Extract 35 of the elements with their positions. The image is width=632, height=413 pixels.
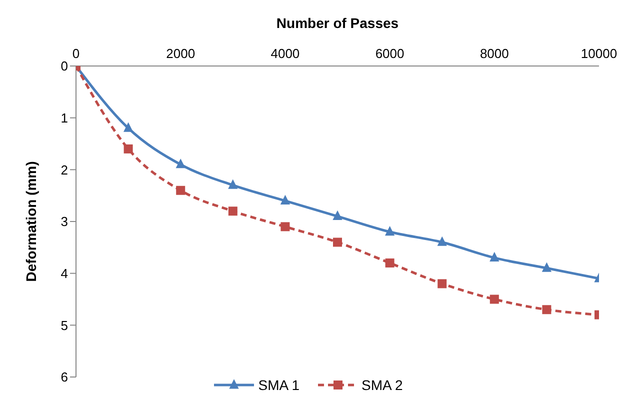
x-tick-label: 6000	[375, 46, 404, 61]
x-tick-label: 10000	[580, 46, 618, 61]
point	[438, 279, 447, 288]
point	[280, 222, 290, 232]
y-tick-label: 0	[60, 58, 68, 74]
point	[385, 258, 394, 268]
y-axis-title: Deformation (mm)	[22, 161, 39, 282]
x-tick-label: 0	[72, 46, 80, 61]
point	[176, 186, 186, 195]
point	[438, 236, 447, 246]
y-tick-label: 3	[60, 214, 68, 230]
point	[490, 294, 499, 304]
point	[280, 195, 290, 204]
y-tick-label: 4	[60, 266, 68, 281]
y-tick-label: 1	[60, 110, 68, 126]
y-tick-label: 6	[60, 370, 68, 385]
point	[542, 262, 552, 272]
point	[385, 226, 394, 236]
point	[333, 238, 342, 247]
point	[542, 305, 552, 314]
legend-label: SMA 1	[257, 377, 300, 393]
x-tick-label: 2000	[166, 46, 196, 61]
point	[333, 211, 342, 220]
point	[176, 159, 186, 168]
y-tick-label: 5	[60, 318, 68, 333]
point	[228, 206, 238, 216]
x-tick-label: 8000	[480, 46, 509, 61]
x-axis-title: Number of Passes	[276, 14, 399, 31]
point	[124, 122, 133, 132]
y-tick-label: 2	[60, 162, 68, 178]
point	[490, 252, 499, 262]
point	[228, 180, 238, 189]
legend-label: SMA 2	[360, 377, 403, 393]
point	[124, 144, 133, 154]
x-tick-label: 4000	[270, 46, 300, 61]
